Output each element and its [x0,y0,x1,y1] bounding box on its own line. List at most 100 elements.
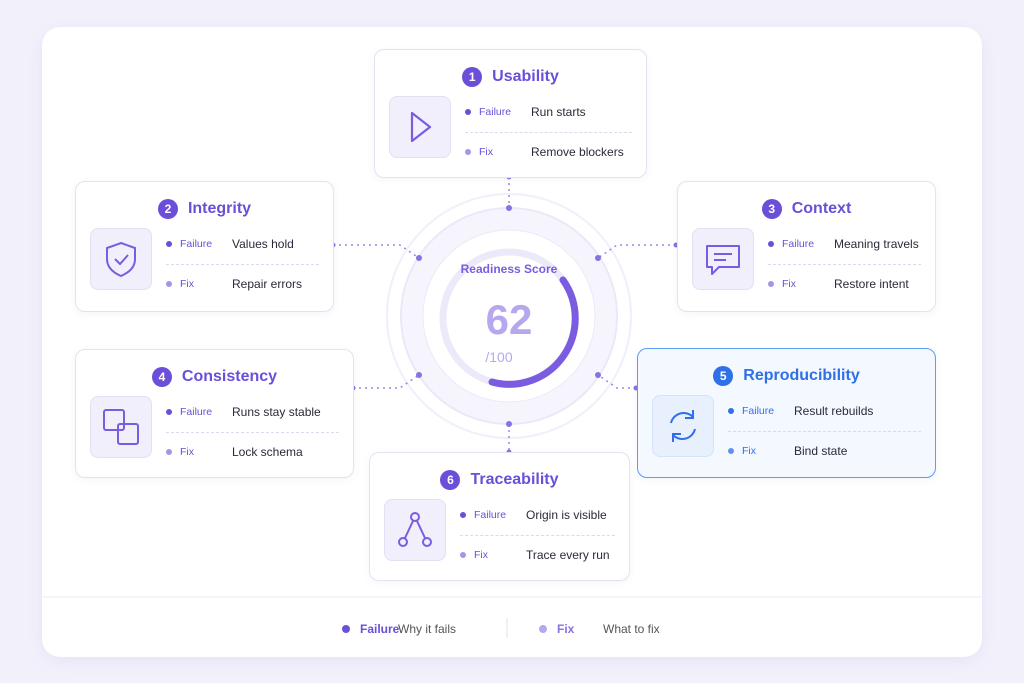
fix-text: Restore intent [834,277,909,291]
failure-text: Meaning travels [834,237,919,251]
fix-text: Remove blockers [531,145,624,159]
fix-text: Bind state [794,444,848,458]
row-dot [465,109,471,115]
icon-graphic [410,111,432,143]
fix-label: Fix [180,278,194,290]
row-divider [728,431,921,432]
fix-label: Fix [479,146,493,158]
card-number: 1 [462,67,483,87]
fix-row: Fix Repair errors [166,274,319,294]
failure-text: Origin is visible [526,508,607,522]
fix-label: Fix [474,549,488,561]
card-title: Context [791,200,852,217]
legend-fix: Fix What to fix [539,620,660,638]
card-title: Reproducibility [743,367,860,384]
card: 6 Traceability Failure Origin is visible Fix… [369,452,630,581]
card-header: 1 Usability [375,66,646,88]
fix-text: Trace every run [526,548,610,562]
gauge-arc [488,276,579,388]
row-dot [728,448,734,454]
card-number: 3 [761,199,782,219]
card-icon [389,96,451,158]
failure-label: Failure [742,405,775,417]
connectors [333,177,676,452]
row-divider [460,535,615,536]
card: 4 Consistency Failure Runs stay stable Fix Lo… [75,349,354,478]
legend-failure: Failure Why it fails [342,620,456,638]
row-divider [465,132,632,133]
card-title: Usability [492,68,559,85]
row-divider [166,264,319,265]
fix-row: Fix Remove blockers [465,142,632,162]
fix-text: Repair errors [232,277,303,291]
card-header: 2 Integrity [76,198,333,220]
card: 5 Reproducibility Failure Result rebuilds Fi… [637,348,936,478]
card-number: 5 [713,366,734,386]
score-value: 62 [485,296,533,343]
legend-description: Why it fails [398,622,457,636]
fix-label: Fix [782,278,796,290]
failure-label: Failure [180,238,213,250]
icon-graphic [106,241,136,278]
card-icon [384,499,446,561]
failure-row: Failure Runs stay stable [166,402,339,422]
row-dot [166,449,172,455]
failure-row: Failure Run starts [465,102,632,122]
failure-label: Failure [180,406,213,418]
row-dot [465,149,471,155]
score-title: Readiness Score [460,262,558,276]
card-icon [652,395,714,457]
icon-graphic [103,409,139,445]
card-title: Integrity [187,200,252,217]
fix-label: Fix [180,446,194,458]
icon-graphic [670,410,696,442]
fix-row: Fix Bind state [728,441,921,461]
failure-text: Run starts [531,105,586,119]
row-divider [166,432,339,433]
icon-graphic [398,512,432,547]
card-header: 4 Consistency [76,366,353,388]
fix-text: Lock schema [232,445,303,459]
failure-row: Failure Origin is visible [460,505,615,525]
row-dot [460,512,466,518]
row-dot [728,408,734,414]
failure-label: Failure [474,509,507,521]
card-title: Consistency [181,368,278,385]
card: 1 Usability Failure Run starts Fix Remove blo… [374,49,647,178]
failure-label: Failure [782,238,815,250]
failure-text: Runs stay stable [232,405,321,419]
card-title: Traceability [470,471,559,488]
row-dot [166,241,172,247]
fix-label: Fix [742,445,756,457]
score-max: /100 [485,349,513,365]
card-number: 2 [157,199,178,219]
row-dot [768,241,774,247]
card: 2 Integrity Failure Values hold Fix Repair er… [75,181,334,312]
failure-row: Failure Result rebuilds [728,401,921,421]
failure-text: Values hold [232,237,294,251]
row-dot [768,281,774,287]
card-icon [692,228,754,290]
fix-row: Fix Trace every run [460,545,615,565]
fix-row: Fix Lock schema [166,442,339,462]
legend-label: Fix [557,622,575,636]
legend-description: What to fix [603,622,660,636]
row-divider [768,264,921,265]
inner-circle [422,229,596,403]
legend-dot [539,625,547,633]
failure-row: Failure Values hold [166,234,319,254]
failure-row: Failure Meaning travels [768,234,921,254]
failure-label: Failure [479,106,512,118]
failure-text: Result rebuilds [794,404,874,418]
legend-dot [342,625,350,633]
icon-graphic [706,245,740,275]
row-dot [460,552,466,558]
legend-label: Failure [360,622,400,636]
row-dot [166,281,172,287]
card-header: 6 Traceability [370,469,629,491]
card-number: 6 [440,470,461,490]
fix-row: Fix Restore intent [768,274,921,294]
card: 3 Context Failure Meaning travels Fix Restore… [677,181,936,312]
